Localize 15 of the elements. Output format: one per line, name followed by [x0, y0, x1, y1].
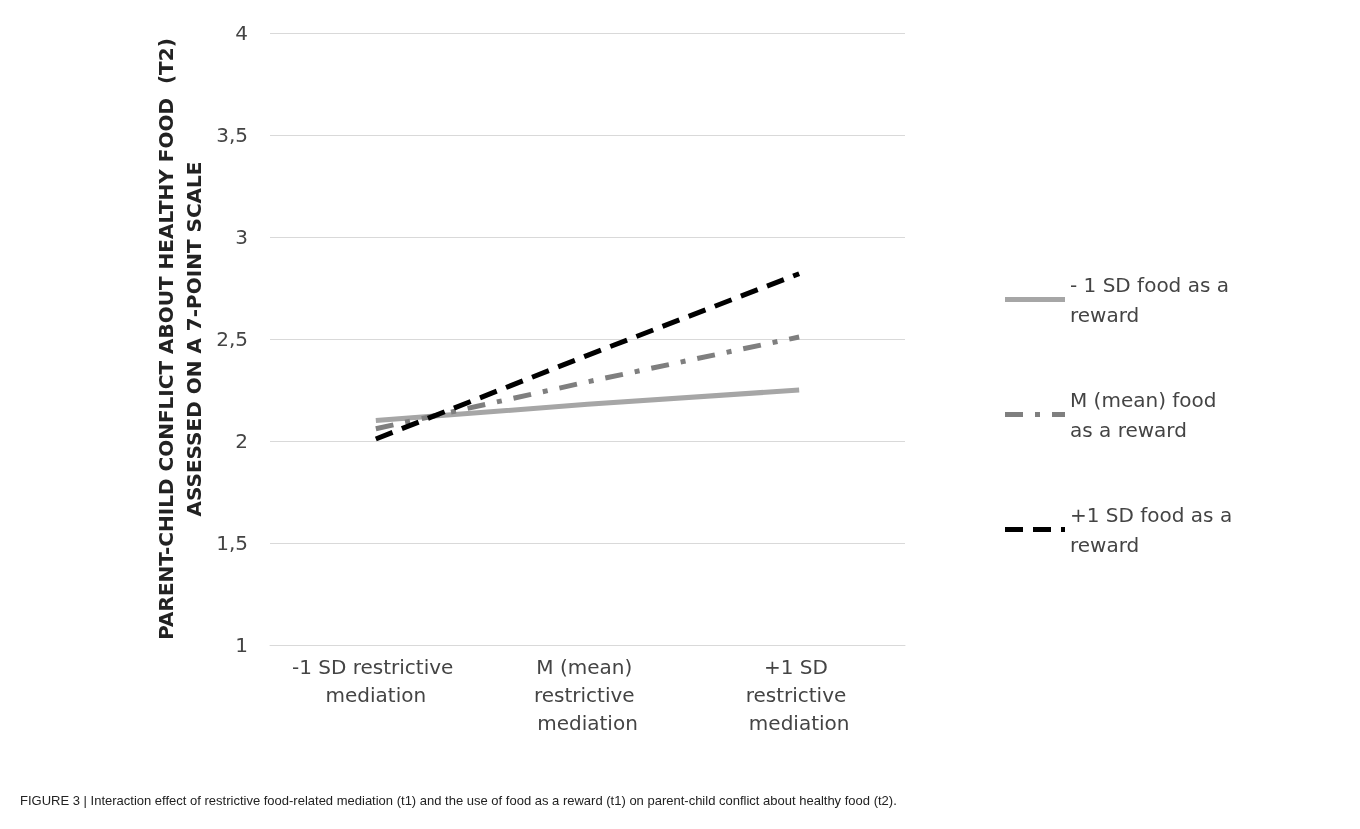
legend-label: M (mean) food as a reward	[1070, 387, 1223, 442]
x-tick-label: M (mean) restrictive mediation	[533, 655, 642, 735]
y-tick-label: 1	[235, 633, 248, 657]
y-tick-label: 3,5	[216, 123, 248, 147]
y-tick-label: 2	[235, 429, 248, 453]
x-tick-label: +1 SD restrictive mediation	[745, 655, 853, 735]
legend-label: - 1 SD food as a reward	[1070, 272, 1236, 327]
legend-label: +1 SD food as a reward	[1070, 502, 1239, 557]
y-tick-label: 1,5	[216, 531, 248, 555]
y-tick-label: 4	[235, 21, 248, 45]
y-tick-label: 2,5	[216, 327, 248, 351]
y-tick-label: 3	[235, 225, 248, 249]
x-tick-label: -1 SD restrictive mediation	[291, 655, 460, 707]
y-axis-title: PARENT-CHILD CONFLICT ABOUT HEALTHY FOOD (T2) ASSESSED ON A 7-POINT SCALE	[154, 38, 206, 640]
caption: FIGURE 3 | Interaction effect of restrictive food-related mediation (t1) and the use of food as a reward (t1) on parent-child conflict about healthy food (t2).	[20, 793, 897, 808]
